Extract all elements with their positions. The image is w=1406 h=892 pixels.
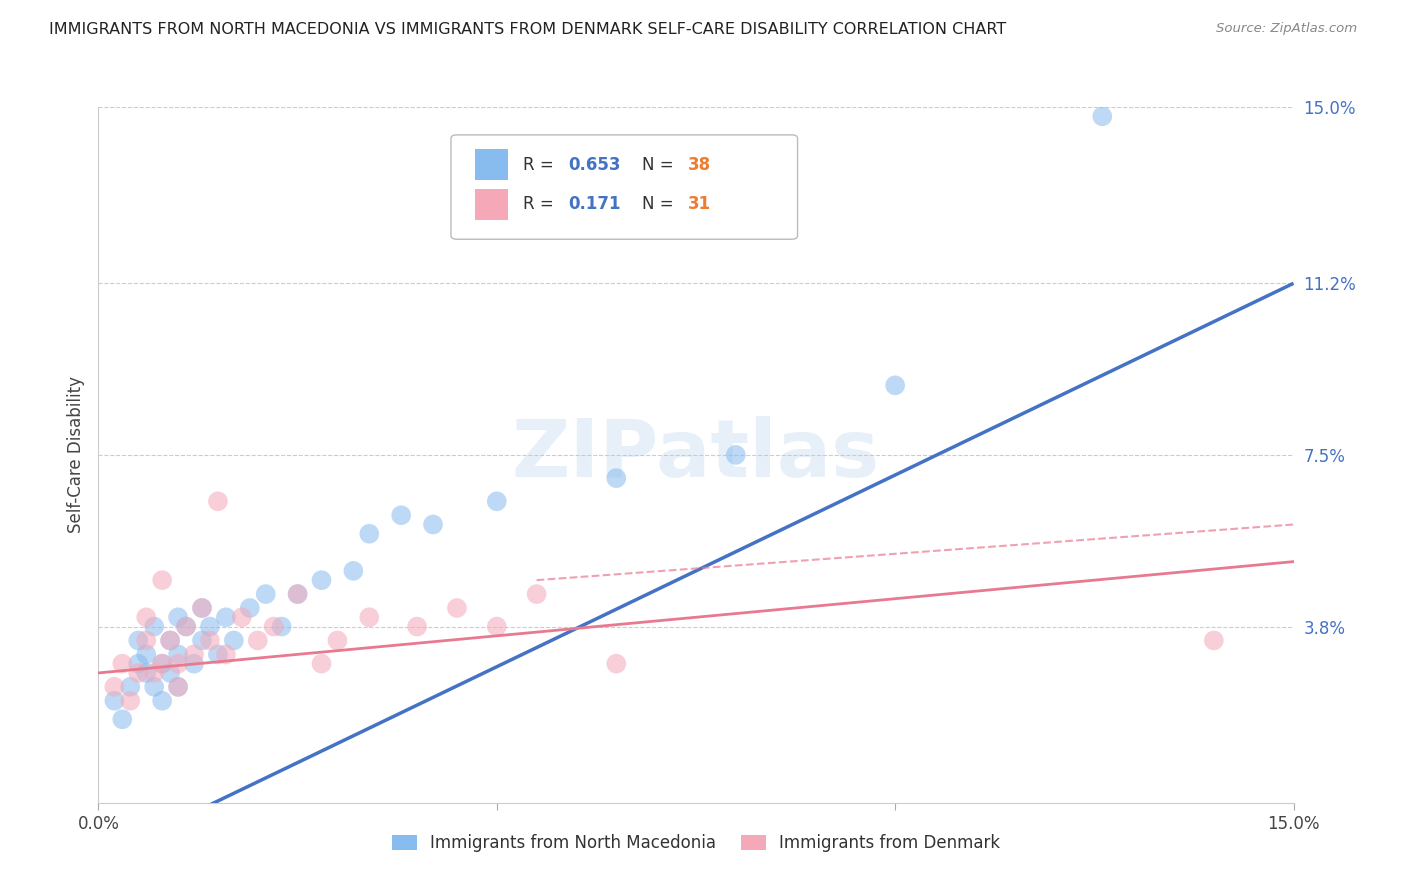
Point: [287, 587, 309, 601]
Point: [120, 680, 142, 694]
Text: 38: 38: [688, 156, 710, 174]
Point: [191, 601, 214, 615]
Point: [143, 619, 166, 633]
Point: [167, 680, 190, 694]
Point: [191, 633, 214, 648]
Point: [359, 610, 381, 624]
Point: [135, 665, 157, 680]
Point: [246, 633, 269, 648]
Point: [207, 648, 229, 662]
Bar: [475, 189, 509, 220]
Text: N =: N =: [643, 195, 679, 213]
Point: [342, 564, 364, 578]
Point: [605, 657, 627, 671]
Point: [1091, 109, 1114, 123]
Point: [127, 633, 149, 648]
Text: ZIPatlas: ZIPatlas: [512, 416, 880, 494]
Point: [111, 657, 134, 671]
Text: 0.653: 0.653: [568, 156, 620, 174]
Point: [120, 694, 142, 708]
Point: [215, 610, 238, 624]
Y-axis label: Self-Care Disability: Self-Care Disability: [66, 376, 84, 533]
Point: [150, 657, 173, 671]
Text: Source: ZipAtlas.com: Source: ZipAtlas.com: [1216, 22, 1357, 36]
Point: [263, 619, 285, 633]
Point: [135, 648, 157, 662]
Point: [103, 680, 125, 694]
Point: [239, 601, 262, 615]
Point: [422, 517, 444, 532]
Point: [446, 601, 468, 615]
Text: 31: 31: [688, 195, 710, 213]
Point: [143, 680, 166, 694]
Bar: [475, 149, 509, 180]
Point: [254, 587, 277, 601]
Point: [167, 680, 190, 694]
Point: [135, 633, 157, 648]
Point: [159, 633, 181, 648]
Legend: Immigrants from North Macedonia, Immigrants from Denmark: Immigrants from North Macedonia, Immigra…: [384, 826, 1008, 861]
Point: [174, 619, 197, 633]
Text: 0.171: 0.171: [568, 195, 620, 213]
FancyBboxPatch shape: [451, 135, 797, 239]
Point: [207, 494, 229, 508]
Point: [311, 657, 333, 671]
Point: [135, 610, 157, 624]
Point: [150, 657, 173, 671]
Point: [103, 694, 125, 708]
Point: [526, 587, 548, 601]
Point: [167, 610, 190, 624]
Point: [150, 573, 173, 587]
Point: [406, 619, 429, 633]
Point: [389, 508, 412, 523]
Point: [326, 633, 349, 648]
Point: [174, 619, 197, 633]
Point: [159, 665, 181, 680]
Point: [198, 619, 221, 633]
Point: [167, 648, 190, 662]
Text: R =: R =: [523, 195, 558, 213]
Point: [191, 601, 214, 615]
Text: N =: N =: [643, 156, 679, 174]
Point: [215, 648, 238, 662]
Point: [111, 712, 134, 726]
Point: [485, 494, 508, 508]
Point: [884, 378, 907, 392]
Text: R =: R =: [523, 156, 558, 174]
Point: [159, 633, 181, 648]
Point: [605, 471, 627, 485]
Point: [222, 633, 245, 648]
Point: [198, 633, 221, 648]
Point: [127, 665, 149, 680]
Point: [167, 657, 190, 671]
Point: [1202, 633, 1225, 648]
Point: [183, 648, 205, 662]
Point: [150, 694, 173, 708]
Point: [287, 587, 309, 601]
Point: [143, 665, 166, 680]
Point: [311, 573, 333, 587]
Point: [231, 610, 253, 624]
Point: [127, 657, 149, 671]
Point: [270, 619, 292, 633]
Point: [485, 619, 508, 633]
Point: [724, 448, 747, 462]
Point: [359, 526, 381, 541]
Text: IMMIGRANTS FROM NORTH MACEDONIA VS IMMIGRANTS FROM DENMARK SELF-CARE DISABILITY : IMMIGRANTS FROM NORTH MACEDONIA VS IMMIG…: [49, 22, 1007, 37]
Point: [183, 657, 205, 671]
